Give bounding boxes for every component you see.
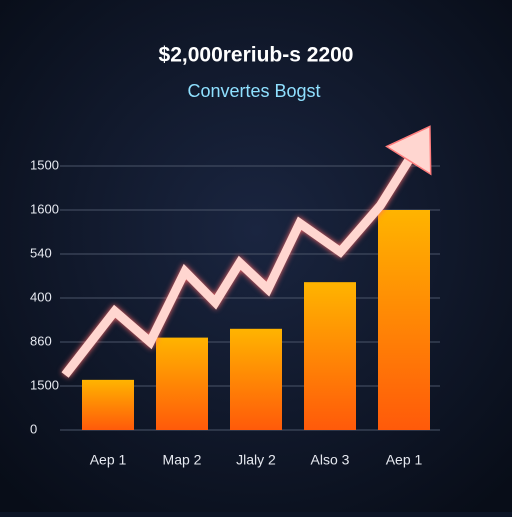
bar [304,282,356,430]
y-tick-label: 540 [30,245,52,260]
y-tick-label: 1500 [30,377,59,392]
y-tick-label: 1600 [30,201,59,216]
chart-title: $2,000reriub-s 2200 [159,44,354,67]
bar [230,328,282,430]
chart-subtitle: Convertes Bogst [187,81,320,101]
trend-arrowhead [385,125,432,176]
x-tick-label: Aep 1 [90,452,127,468]
bar [156,337,208,430]
x-tick-label: Map 2 [163,452,202,468]
y-tick-label: 400 [30,289,52,304]
bar [378,210,430,430]
y-tick-label: 1500 [30,157,59,172]
trend-line [61,157,413,378]
y-tick-label: 0 [30,421,37,436]
bar [82,379,134,430]
x-tick-label: Aep 1 [386,452,423,468]
y-tick-label: 860 [30,333,52,348]
x-tick-label: Also 3 [311,452,350,468]
x-tick-label: Jlaly 2 [236,452,276,468]
